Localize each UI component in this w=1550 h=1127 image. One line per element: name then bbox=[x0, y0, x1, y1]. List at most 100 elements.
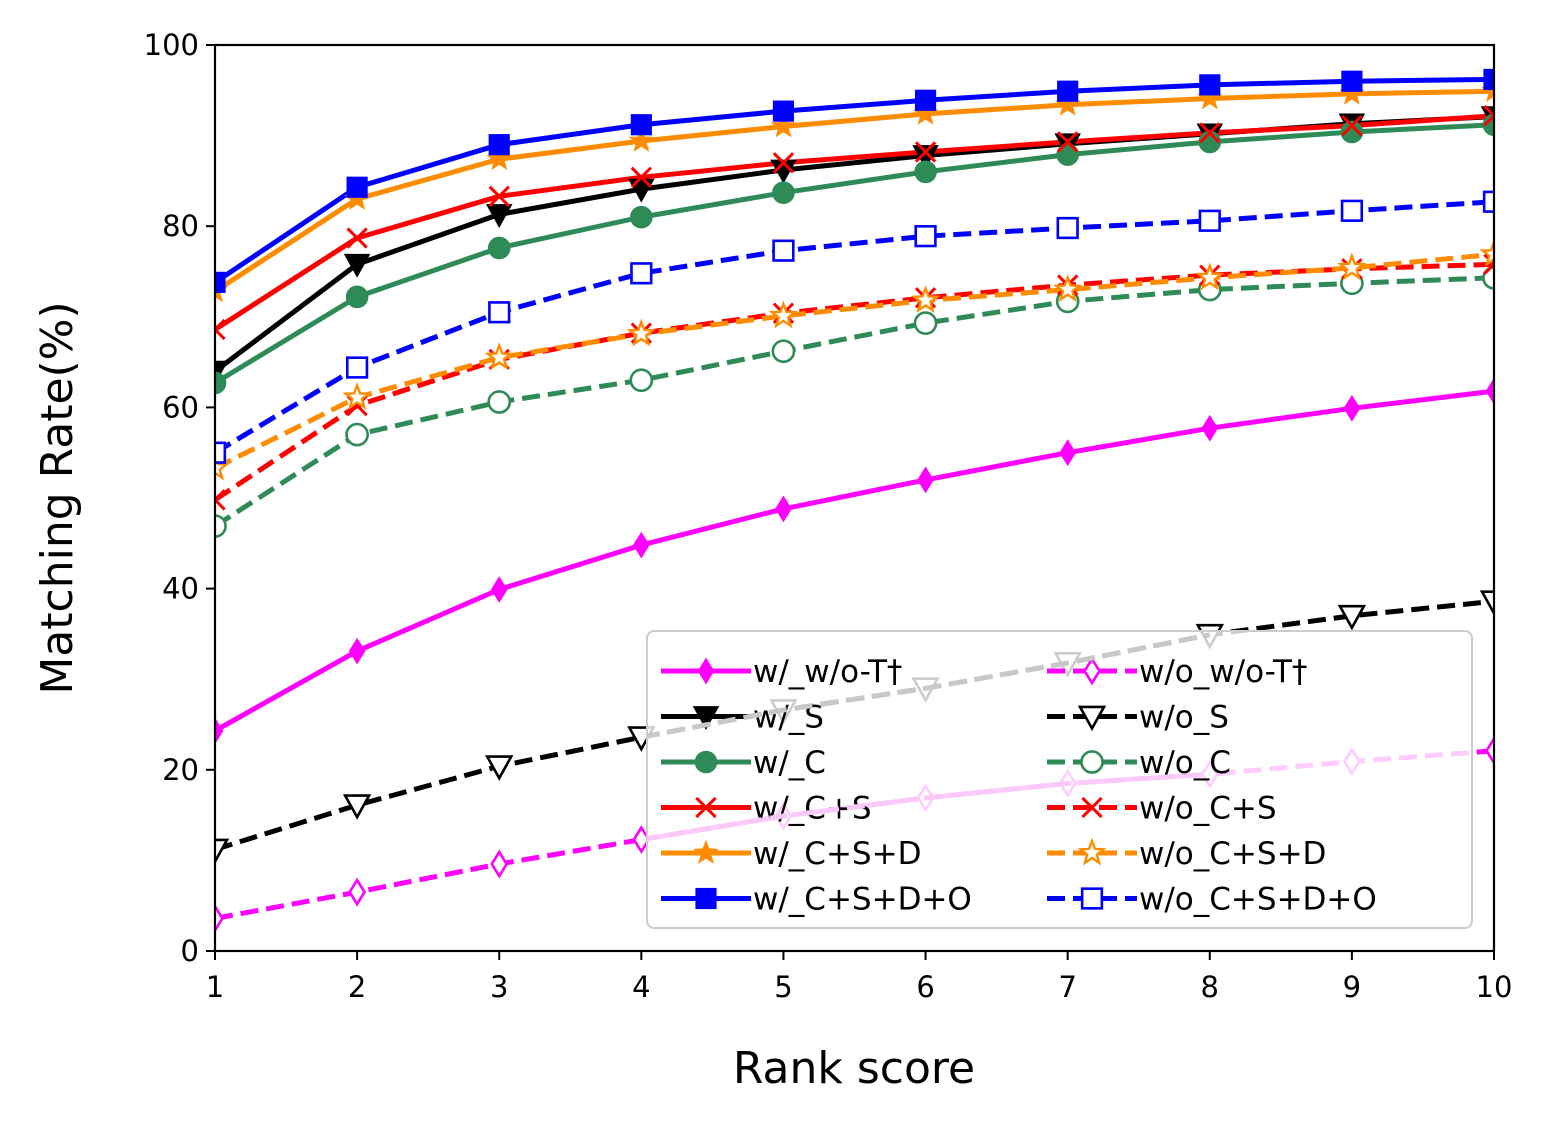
data-point-w-o-c-plus-s-plus-d-plus-o bbox=[1056, 216, 1079, 240]
x-tick-label: 9 bbox=[1343, 970, 1361, 1004]
x-tick-label: 1 bbox=[206, 970, 224, 1004]
data-point-w-o-w-o-t-dagger bbox=[1485, 736, 1494, 766]
data-point-w-o-c bbox=[345, 422, 369, 447]
legend-label-w-w-o-t-dagger: w/_w/o-T† bbox=[753, 654, 902, 690]
data-point-w-c-plus-s-plus-d-plus-o bbox=[1199, 74, 1221, 96]
data-point-w-o-s bbox=[215, 838, 230, 865]
data-point-w-c-plus-s-plus-d-plus-o bbox=[346, 176, 368, 198]
series-line-w-o-c-plus-s-plus-d-plus-o bbox=[215, 199, 1494, 455]
data-point-w-c-plus-s bbox=[630, 166, 652, 188]
y-tick-label: 0 bbox=[181, 934, 199, 968]
data-point-w-c-plus-s bbox=[488, 185, 510, 207]
legend-marker-w-c-plus-s-plus-d bbox=[693, 839, 719, 864]
legend-label-w-c-plus-s-plus-d-plus-o: w/_C+S+D+O bbox=[753, 882, 972, 918]
legend-marker-w-w-o-t-dagger bbox=[697, 657, 715, 685]
legend-marker-w-c-plus-s bbox=[695, 796, 717, 819]
data-point-w-o-c-plus-s-plus-d bbox=[1053, 274, 1083, 303]
data-point-w-o-s bbox=[485, 755, 514, 781]
legend-label-w-c: w/_C bbox=[753, 745, 826, 781]
legend-marker-w-s bbox=[692, 706, 720, 731]
legend-marker-w-o-c bbox=[1080, 750, 1104, 774]
series-line-w-c-plus-s-plus-d bbox=[215, 88, 1494, 294]
data-point-w-s bbox=[215, 360, 229, 385]
legend-label-w-o-c-plus-s-plus-d: w/o_C+S+D bbox=[1139, 836, 1326, 872]
y-tick-label: 100 bbox=[144, 28, 199, 62]
legend-label-w-s: w/_S bbox=[753, 700, 824, 736]
data-point-w-o-c-plus-s-plus-d-plus-o bbox=[914, 225, 937, 248]
data-point-w-o-c-plus-s-plus-d-plus-o bbox=[772, 239, 795, 262]
data-point-w-c bbox=[487, 236, 511, 260]
data-point-w-s bbox=[343, 253, 371, 278]
legend-marker-w-o-c-plus-s bbox=[1081, 796, 1103, 819]
data-point-w-o-c-plus-s-plus-d bbox=[768, 300, 799, 329]
data-point-w-o-s bbox=[1479, 590, 1494, 616]
series-line-w-c-plus-s-plus-d-plus-o bbox=[215, 76, 1494, 285]
data-point-w-c-plus-s-plus-d-plus-o bbox=[630, 114, 652, 136]
data-point-w-o-c-plus-s-plus-d bbox=[342, 381, 372, 410]
data-point-w-c-plus-s-plus-d bbox=[486, 145, 512, 171]
x-tick-label: 5 bbox=[774, 970, 792, 1004]
data-point-w-o-c-plus-s-plus-d bbox=[1479, 238, 1494, 267]
series-overlay-w-o-w-o-t-dagger bbox=[647, 771, 1210, 842]
data-point-w-w-o-t-dagger bbox=[1343, 394, 1361, 422]
data-point-w-o-c bbox=[629, 368, 654, 393]
legend-marker-w-o-w-o-t-dagger bbox=[1083, 656, 1101, 686]
data-point-w-o-c-plus-s bbox=[215, 489, 226, 511]
data-point-w-c-plus-s bbox=[772, 152, 795, 174]
data-point-w-o-w-o-t-dagger bbox=[490, 849, 509, 879]
data-point-w-c bbox=[914, 160, 937, 184]
x-tick-label: 3 bbox=[490, 970, 508, 1004]
series-line-w-c-plus-s bbox=[215, 113, 1494, 332]
x-tick-label: 8 bbox=[1201, 970, 1219, 1004]
data-point-w-o-c-plus-s-plus-d bbox=[1337, 252, 1367, 281]
data-point-w-o-c-plus-s-plus-d-plus-o bbox=[1340, 199, 1364, 222]
y-tick-label: 80 bbox=[162, 209, 199, 243]
data-point-w-c-plus-s bbox=[914, 141, 937, 163]
y-tick-label: 60 bbox=[162, 390, 199, 424]
data-point-w-o-w-o-t-dagger bbox=[348, 877, 367, 907]
data-point-w-o-c-plus-s-plus-d-plus-o bbox=[488, 301, 511, 324]
series-line-w-o-c bbox=[215, 275, 1494, 529]
data-point-w-o-s bbox=[1337, 604, 1367, 631]
data-point-w-s bbox=[770, 159, 797, 184]
data-point-w-c bbox=[345, 285, 369, 309]
legend-marker-w-c-plus-s-plus-d-plus-o bbox=[695, 887, 717, 910]
legend-marker-w-c bbox=[694, 750, 718, 774]
data-point-w-c-plus-s-plus-d-plus-o bbox=[488, 134, 510, 156]
legend-label-w-o-c-plus-s: w/o_C+S bbox=[1139, 791, 1277, 827]
data-point-w-o-s bbox=[342, 794, 372, 820]
data-point-w-o-c-plus-s-plus-d-plus-o bbox=[1482, 190, 1494, 213]
data-point-w-c-plus-s bbox=[1199, 122, 1221, 144]
data-point-w-w-o-t-dagger bbox=[490, 576, 508, 603]
data-point-w-c-plus-s bbox=[1057, 131, 1079, 153]
legend-marker-w-o-c-plus-s-plus-d bbox=[1077, 837, 1107, 866]
data-point-w-c-plus-s-plus-d-plus-o bbox=[1483, 68, 1494, 91]
data-point-w-s bbox=[485, 204, 513, 228]
data-point-w-c bbox=[1056, 143, 1079, 166]
data-point-w-o-w-o-t-dagger bbox=[215, 903, 224, 933]
data-point-w-w-o-t-dagger bbox=[1485, 377, 1494, 405]
data-point-w-o-c-plus-s-plus-d bbox=[215, 452, 230, 481]
data-point-w-w-o-t-dagger bbox=[1059, 439, 1076, 467]
data-point-w-w-o-t-dagger bbox=[1201, 414, 1219, 442]
data-point-w-c bbox=[772, 181, 795, 204]
data-point-w-o-c-plus-s-plus-d-plus-o bbox=[630, 262, 653, 285]
plot-frame bbox=[213, 43, 1496, 953]
y-tick-label: 20 bbox=[162, 753, 199, 787]
legend: w/_w/o-T†w/_Sw/_Cw/_C+Sw/_C+S+Dw/_C+S+D+… bbox=[646, 630, 1473, 929]
x-tick-label: 10 bbox=[1476, 970, 1513, 1004]
y-axis-label: Matching Rate(%) bbox=[32, 301, 83, 694]
x-tick-label: 6 bbox=[916, 970, 934, 1004]
data-point-w-c-plus-s-plus-d-plus-o bbox=[772, 100, 795, 122]
x-tick-label: 2 bbox=[348, 970, 366, 1004]
data-point-w-o-c bbox=[487, 390, 512, 414]
data-point-w-c-plus-s-plus-d bbox=[628, 127, 655, 152]
data-point-w-c-plus-s bbox=[215, 318, 226, 341]
data-point-w-o-c bbox=[771, 339, 796, 364]
data-point-w-o-c-plus-s-plus-d-plus-o bbox=[1198, 209, 1221, 232]
data-point-w-c bbox=[1340, 120, 1364, 144]
data-point-w-o-c-plus-s-plus-d-plus-o bbox=[345, 356, 369, 379]
legend-label-w-o-s: w/o_S bbox=[1139, 700, 1229, 736]
data-point-w-w-o-t-dagger bbox=[215, 717, 224, 745]
